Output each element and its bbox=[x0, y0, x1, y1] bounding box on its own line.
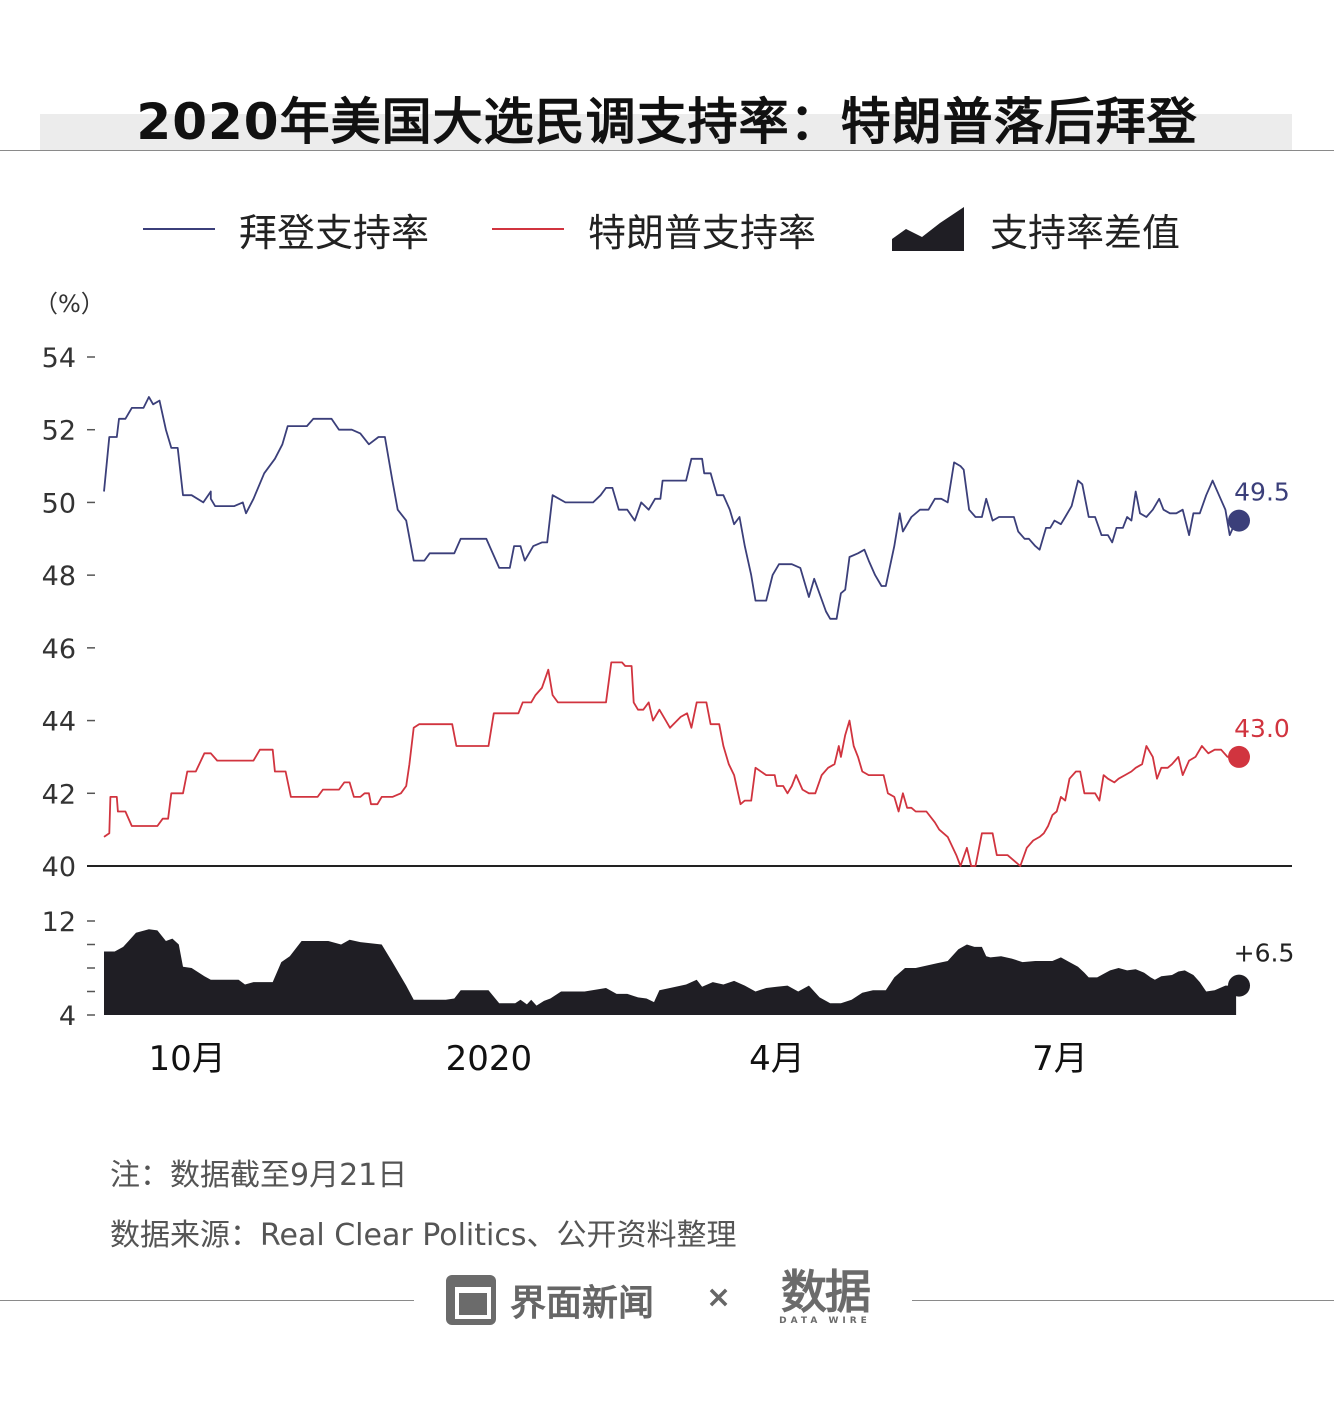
legend-trump-line-icon bbox=[492, 228, 564, 230]
y-tick-label-54: 54 bbox=[42, 343, 76, 374]
diff-end-dot bbox=[1228, 974, 1250, 997]
y-tick-label-40: 40 bbox=[42, 852, 76, 883]
legend-trump-label: 特朗普支持率 bbox=[588, 210, 817, 255]
series-end-dot-trump bbox=[1228, 745, 1250, 768]
legend-diff-area-icon bbox=[892, 207, 964, 251]
brand-name: 界面新闻 bbox=[510, 1283, 655, 1324]
title-band bbox=[40, 114, 1292, 150]
y-tick-label-52: 52 bbox=[42, 416, 76, 447]
title-rule bbox=[0, 150, 1334, 151]
note-cutoff: 注：数据截至9月21日 bbox=[110, 1158, 408, 1193]
jiemian-logo-icon bbox=[446, 1275, 496, 1325]
legend-item-diff: 支持率差值 bbox=[892, 204, 1181, 255]
legend-biden-label: 拜登支持率 bbox=[239, 210, 430, 255]
diff-end-label: +6.5 bbox=[1234, 939, 1295, 968]
footer-rule-right bbox=[912, 1300, 1334, 1301]
series-line-biden bbox=[103, 396, 1237, 620]
datawire-logo-cn: 数据 bbox=[781, 1265, 871, 1319]
y-tick-label-50: 50 bbox=[42, 488, 76, 519]
series-end-label-trump: 43.0 bbox=[1234, 714, 1290, 743]
legend-item-trump: 特朗普支持率 bbox=[492, 204, 817, 255]
series-end-dot-biden bbox=[1228, 509, 1250, 532]
datawire-logo-en: DATA WIRE bbox=[779, 1316, 871, 1326]
y-tick-label-46: 46 bbox=[42, 634, 76, 665]
diff-tick-label-4: 4 bbox=[59, 1001, 76, 1032]
x-tick-label-2: 4月 bbox=[749, 1039, 805, 1079]
legend-diff-label: 支持率差值 bbox=[990, 210, 1181, 255]
chart-title: 2020年美国大选民调支持率：特朗普落后拜登 bbox=[136, 93, 1198, 151]
brand-jiemian: 界面新闻 bbox=[446, 1274, 654, 1326]
brand-datawire: 数据 DATA WIRE bbox=[760, 1262, 890, 1326]
y-unit-label: （%） bbox=[34, 290, 105, 318]
note-source: 数据来源：Real Clear Politics、公开资料整理 bbox=[110, 1218, 737, 1253]
diff-area bbox=[104, 929, 1237, 1015]
y-tick-label-42: 42 bbox=[42, 779, 76, 810]
y-tick-label-48: 48 bbox=[42, 561, 76, 592]
diff-tick-label-12: 12 bbox=[42, 907, 76, 938]
series-line-trump bbox=[103, 661, 1237, 867]
y-tick-label-44: 44 bbox=[42, 707, 76, 738]
series-end-label-biden: 49.5 bbox=[1234, 478, 1290, 507]
legend-item-biden: 拜登支持率 bbox=[143, 204, 430, 255]
legend-biden-line-icon bbox=[143, 228, 215, 230]
x-tick-label-3: 7月 bbox=[1032, 1039, 1088, 1079]
footer-rule-left bbox=[0, 1300, 414, 1301]
x-tick-label-0: 10月 bbox=[149, 1039, 226, 1079]
x-tick-label-1: 2020 bbox=[446, 1039, 533, 1079]
brand-times: × bbox=[706, 1280, 732, 1315]
